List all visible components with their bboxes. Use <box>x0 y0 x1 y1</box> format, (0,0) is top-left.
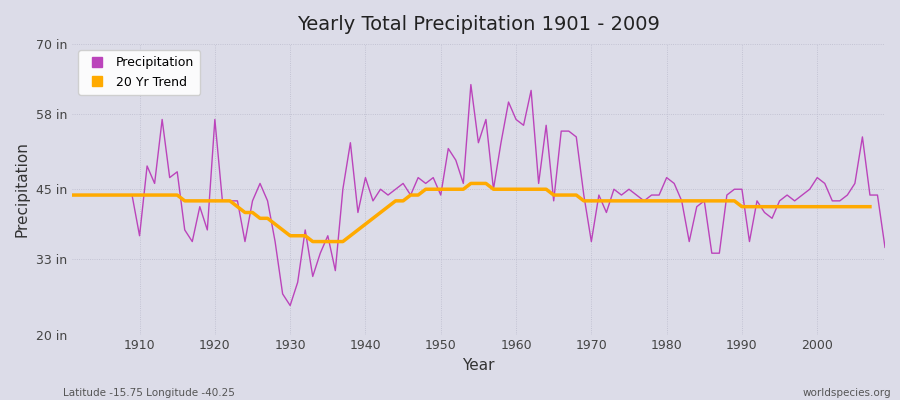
Text: Latitude -15.75 Longitude -40.25: Latitude -15.75 Longitude -40.25 <box>63 388 235 398</box>
Y-axis label: Precipitation: Precipitation <box>15 141 30 237</box>
X-axis label: Year: Year <box>462 358 495 373</box>
Title: Yearly Total Precipitation 1901 - 2009: Yearly Total Precipitation 1901 - 2009 <box>297 15 660 34</box>
Text: worldspecies.org: worldspecies.org <box>803 388 891 398</box>
Legend: Precipitation, 20 Yr Trend: Precipitation, 20 Yr Trend <box>78 50 200 95</box>
